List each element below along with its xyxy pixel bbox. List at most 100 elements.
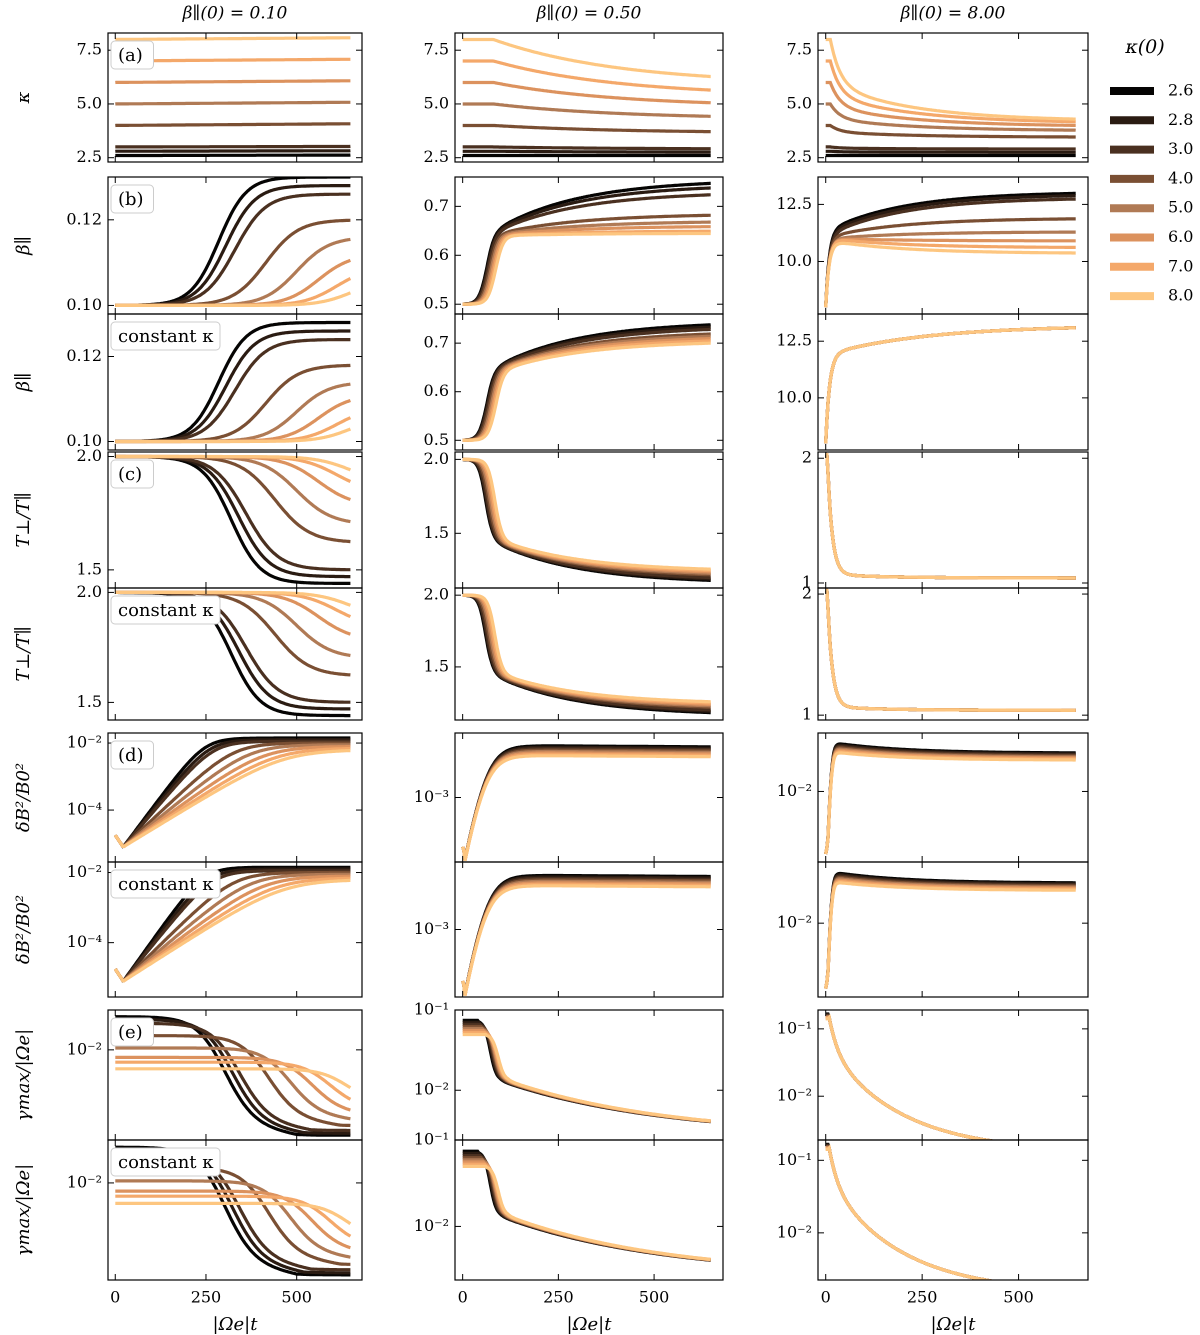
y-tick-label: 1.5 xyxy=(424,656,449,675)
ylabel-c-4: T⊥/T∥ xyxy=(13,626,34,681)
series-line-kappa-2.8 xyxy=(824,873,1076,989)
panel-r7-c0: 10⁻² (e) xyxy=(67,1009,363,1141)
series-line-kappa-6.0 xyxy=(115,79,351,85)
series-line-kappa-4.0 xyxy=(462,593,711,709)
panel-r8-c0: 10⁻² constant κ 0 250 500 |Ωe|t xyxy=(67,1139,363,1335)
panel-r4-c2: 12 xyxy=(802,584,1089,724)
series-line-kappa-3.0 xyxy=(825,588,1076,712)
series-line-kappa-8.0 xyxy=(115,454,352,472)
series-line-kappa-5.0 xyxy=(462,457,711,575)
panel-r8-c1: 10⁻² 10⁻¹ 0 250 500 |Ωe|t xyxy=(414,1130,724,1335)
series-line-kappa-5.0 xyxy=(462,593,711,708)
series-line-kappa-5.0 xyxy=(115,1046,351,1121)
axes-frame xyxy=(817,32,1089,163)
ylabel-c-3: T⊥/T∥ xyxy=(13,492,34,547)
y-tick-label: 10⁻² xyxy=(67,1039,102,1058)
series-line-kappa-8.0 xyxy=(115,36,351,42)
panel-r0-c0: 2.5 5.0 7.5 (a) xyxy=(77,32,363,166)
panel-r4-c1: 1.5 2.0 xyxy=(424,585,724,721)
series-line-kappa-2.6 xyxy=(113,865,351,983)
series-line-kappa-5.0 xyxy=(461,879,711,996)
y-tick-label: 0.6 xyxy=(424,381,449,400)
y-tick-label: 1.5 xyxy=(77,559,102,578)
series-line-kappa-7.0 xyxy=(825,1145,996,1280)
series-line-kappa-7.0 xyxy=(824,239,1076,308)
legend: κ(0) 2.6 2.8 3.0 4.0 5.0 6.0 7.0 8.0 xyxy=(1110,36,1193,305)
series-line-kappa-8.0 xyxy=(462,593,711,704)
panel-label: (e) xyxy=(118,1022,143,1043)
series-line-kappa-8.0 xyxy=(461,884,711,996)
series-line-kappa-3.0 xyxy=(462,145,711,151)
series-line-kappa-7.0 xyxy=(462,59,711,92)
series-line-kappa-4.0 xyxy=(824,875,1076,989)
axes-frame xyxy=(454,1009,724,1141)
series-line-kappa-2.8 xyxy=(462,149,711,154)
series-line-kappa-6.0 xyxy=(824,748,1076,855)
series-line-kappa-3.0 xyxy=(462,193,711,306)
series-line-kappa-6.0 xyxy=(115,1189,351,1250)
series-line-kappa-2.8 xyxy=(825,588,1076,712)
axes-frame xyxy=(107,32,363,163)
series-line-kappa-4.0 xyxy=(113,741,351,849)
series-line-kappa-6.0 xyxy=(825,80,1076,127)
series-line-kappa-8.0 xyxy=(462,457,711,571)
series-line-kappa-4.0 xyxy=(824,746,1076,855)
y-tick-label: 2.0 xyxy=(77,582,102,601)
y-tick-label: 0.5 xyxy=(424,430,449,449)
y-tick-label: 10⁻⁴ xyxy=(67,932,102,951)
series-line-kappa-8.0 xyxy=(825,1013,996,1140)
x-tick-label: 500 xyxy=(639,1288,670,1307)
series-line-kappa-2.8 xyxy=(825,452,1076,580)
x-tick-label: 250 xyxy=(543,1288,574,1307)
panel-r2-c0: 0.10 0.12 constant κ xyxy=(66,313,363,451)
y-tick-label: 0.5 xyxy=(424,294,449,313)
panel-label: (d) xyxy=(118,745,144,766)
series-line-kappa-5.0 xyxy=(825,452,1076,580)
y-tick-label: 10⁻² xyxy=(67,1172,102,1191)
panel-r1-c1: 0.5 0.6 0.7 xyxy=(424,176,724,315)
x-axis-label: |Ωe|t xyxy=(931,1314,977,1335)
series-line-kappa-7.0 xyxy=(462,457,711,573)
x-tick-label: 250 xyxy=(907,1288,938,1307)
series-line-kappa-4.0 xyxy=(825,588,1076,712)
panel-label-box xyxy=(110,40,154,70)
panel-r1-c2: 10.0 12.5 xyxy=(776,176,1089,315)
series-line-kappa-8.0 xyxy=(115,590,351,607)
panel-label: constant κ xyxy=(118,326,214,347)
series-line-kappa-7.0 xyxy=(825,1014,996,1140)
panel-label-box xyxy=(110,595,221,625)
ylabel-a-0: κ xyxy=(13,91,34,104)
y-tick-label: 7.5 xyxy=(77,40,102,59)
y-tick-label: 0.12 xyxy=(66,209,102,228)
series-line-kappa-8.0 xyxy=(462,37,711,79)
y-tick-label: 2.5 xyxy=(424,147,449,166)
panel-r2-c2: 10.0 12.5 xyxy=(776,313,1089,451)
series-line-kappa-4.0 xyxy=(825,452,1076,580)
series-line-kappa-7.0 xyxy=(461,882,711,996)
series-line-kappa-6.0 xyxy=(461,751,711,861)
series-line-kappa-4.0 xyxy=(461,878,711,996)
series-line-kappa-6.0 xyxy=(461,881,711,996)
y-tick-label: 10⁻³ xyxy=(414,919,449,938)
y-tick-label: 10⁻² xyxy=(777,781,812,800)
series-line-kappa-5.0 xyxy=(461,749,711,861)
axes-frame xyxy=(454,587,724,721)
panel-label: constant κ xyxy=(118,1152,214,1173)
legend-entry: 2.8 xyxy=(1168,110,1193,129)
series-line-kappa-8.0 xyxy=(113,749,351,849)
series-line-kappa-2.6 xyxy=(115,153,351,158)
series-line-kappa-8.0 xyxy=(825,452,1076,580)
series-line-kappa-3.0 xyxy=(825,145,1076,151)
y-tick-label: 5.0 xyxy=(787,93,812,112)
y-tick-label: 10⁻² xyxy=(777,1086,812,1105)
panel-r7-c1: 10⁻² 10⁻¹ xyxy=(414,1000,724,1141)
series-line-kappa-8.0 xyxy=(115,291,351,307)
series-line-kappa-3.0 xyxy=(824,197,1076,308)
legend-title: κ(0) xyxy=(1124,36,1164,58)
series-line-kappa-6.0 xyxy=(825,1146,996,1280)
y-tick-label: 2.0 xyxy=(77,446,102,465)
y-tick-label: 10⁻¹ xyxy=(414,1000,449,1019)
y-tick-label: 10⁻² xyxy=(777,913,812,932)
x-tick-label: 500 xyxy=(1003,1288,1034,1307)
